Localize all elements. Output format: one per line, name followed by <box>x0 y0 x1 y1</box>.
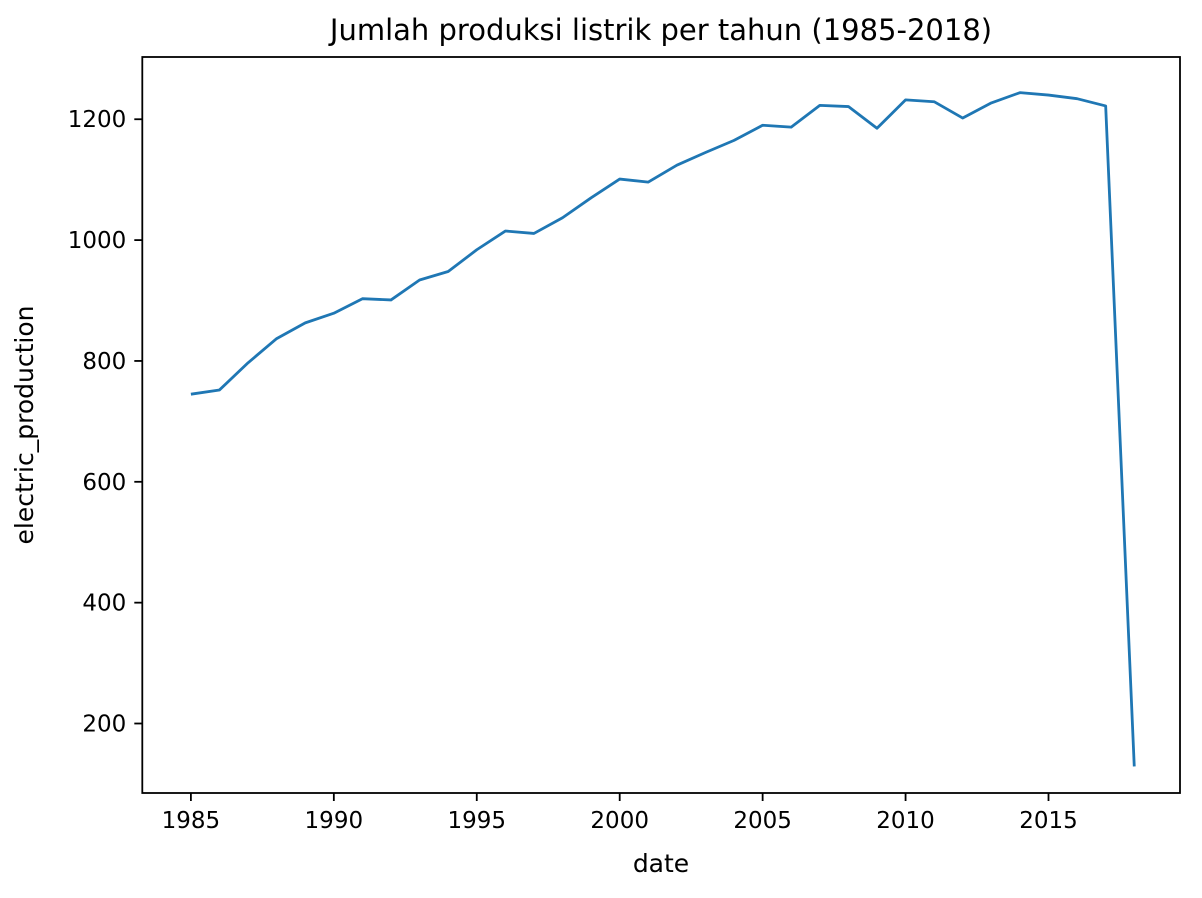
x-tick-label: 1990 <box>305 808 364 834</box>
x-tick-label: 1995 <box>447 808 506 834</box>
x-tick-label: 2000 <box>590 808 649 834</box>
plot-line <box>190 91 1136 767</box>
y-axis-label: electric_production <box>10 306 39 545</box>
y-tick-label: 1200 <box>68 107 127 133</box>
y-tick-label: 800 <box>82 349 126 375</box>
x-axis-ticks: 1985 1990 1995 2000 2005 2010 2015 <box>162 793 1078 834</box>
y-tick-label: 200 <box>82 712 126 738</box>
x-tick-label: 2010 <box>876 808 935 834</box>
y-tick-label: 600 <box>82 470 126 496</box>
x-tick-label: 2005 <box>733 808 792 834</box>
chart-title: Jumlah produksi listrik per tahun (1985-… <box>328 13 992 47</box>
y-tick-label: 400 <box>82 591 126 617</box>
axes-frame <box>141 56 1181 794</box>
x-axis-label: date <box>633 849 689 878</box>
y-tick-label: 1000 <box>68 228 127 254</box>
x-tick-label: 1985 <box>162 808 221 834</box>
y-axis-ticks: 200 400 600 800 1000 1200 <box>68 107 143 738</box>
x-tick-label: 2015 <box>1019 808 1078 834</box>
